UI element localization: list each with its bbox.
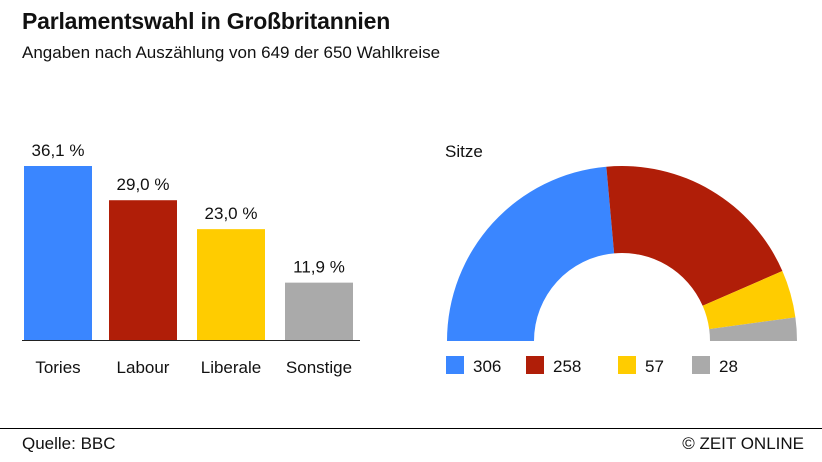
legend-swatch bbox=[446, 356, 464, 374]
legend-value: 57 bbox=[645, 357, 664, 376]
bar-sonstige bbox=[285, 282, 353, 340]
footer-divider bbox=[0, 428, 822, 429]
category-label: Labour bbox=[117, 358, 170, 377]
seats-title: Sitze bbox=[445, 142, 483, 161]
seats-half-donut bbox=[447, 166, 797, 341]
seats-legend: 306 258 57 28 bbox=[446, 356, 738, 376]
bar-labour bbox=[109, 200, 177, 340]
legend-value: 258 bbox=[553, 357, 581, 376]
legend-swatch bbox=[618, 356, 636, 374]
bar-value-label: 36,1 % bbox=[32, 141, 85, 160]
bar-value-label: 23,0 % bbox=[205, 204, 258, 223]
legend-value: 28 bbox=[719, 357, 738, 376]
legend-value: 306 bbox=[473, 357, 501, 376]
bar-value-label: 11,9 % bbox=[293, 258, 345, 277]
bar-chart: 36,1 % Tories 29,0 % Labour 23,0 % Liberale 11… bbox=[22, 141, 360, 377]
category-label: Liberale bbox=[201, 358, 262, 377]
seat-segment bbox=[709, 317, 797, 341]
seat-segment bbox=[447, 166, 615, 341]
chart-subtitle: Angaben nach Auszählung von 649 der 650 … bbox=[22, 43, 441, 62]
source-label: Quelle: BBC bbox=[22, 434, 116, 453]
bar-liberale bbox=[197, 229, 265, 340]
seat-segment bbox=[702, 271, 796, 330]
bar-value-label: 29,0 % bbox=[117, 175, 170, 194]
copyright-label: © ZEIT ONLINE bbox=[682, 434, 804, 453]
chart-title: Parlamentswahl in Großbritannien bbox=[22, 8, 391, 34]
legend-swatch bbox=[692, 356, 710, 374]
category-label: Tories bbox=[35, 358, 80, 377]
category-label: Sonstige bbox=[286, 358, 352, 377]
seat-segment bbox=[606, 166, 783, 306]
bar-tories bbox=[24, 166, 92, 340]
legend-swatch bbox=[526, 356, 544, 374]
